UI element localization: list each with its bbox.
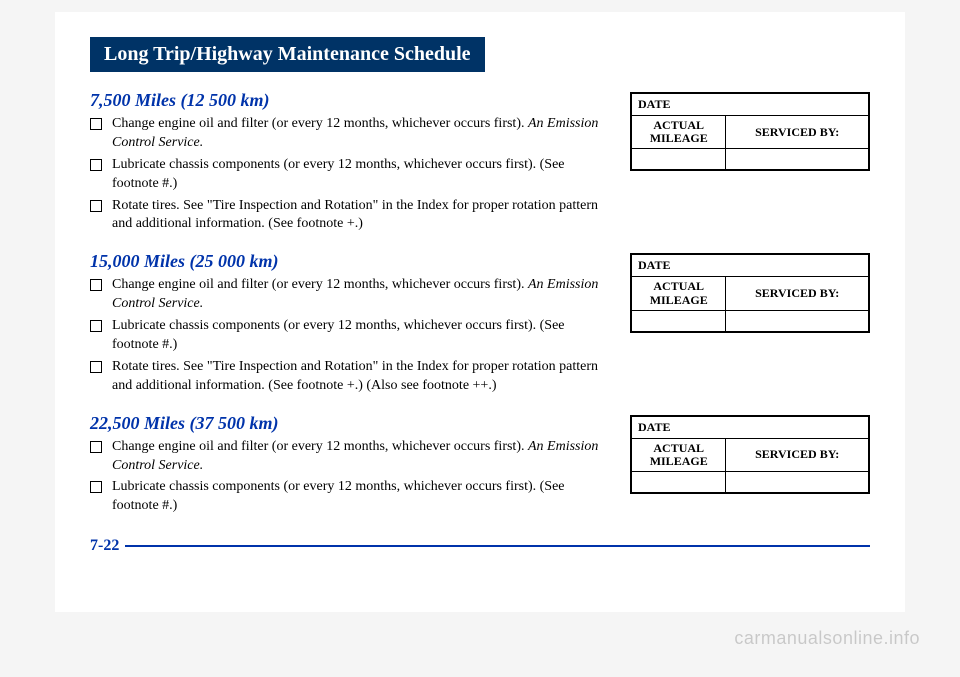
date-label: DATE bbox=[632, 417, 868, 439]
checklist-item: Change engine oil and filter (or every 1… bbox=[90, 276, 600, 314]
serviced-by-label: SERVICED BY: bbox=[726, 116, 868, 148]
section-heading: 7,500 Miles (12 500 km) bbox=[90, 90, 600, 111]
item-text: Change engine oil and filter (or every 1… bbox=[112, 116, 524, 131]
record-data-row bbox=[632, 472, 868, 492]
watermark-text: carmanualsonline.info bbox=[734, 628, 920, 649]
serviced-by-label: SERVICED BY: bbox=[726, 439, 868, 471]
mileage-label: ACTUAL MILEAGE bbox=[632, 116, 726, 148]
item-text: Change engine oil and filter (or every 1… bbox=[112, 277, 524, 292]
maintenance-row: 15,000 Miles (25 000 km) Change engine o… bbox=[90, 251, 870, 398]
item-text: Lubricate chassis components (or every 1… bbox=[112, 479, 565, 513]
maintenance-row: 7,500 Miles (12 500 km) Change engine oi… bbox=[90, 90, 870, 237]
record-data-row bbox=[632, 149, 868, 169]
date-label: DATE bbox=[632, 94, 868, 116]
serviced-cell bbox=[726, 472, 868, 492]
page-title-bar: Long Trip/Highway Maintenance Schedule bbox=[90, 37, 485, 72]
section-heading: 22,500 Miles (37 500 km) bbox=[90, 413, 600, 434]
mileage-label: ACTUAL MILEAGE bbox=[632, 277, 726, 309]
checklist-item: Change engine oil and filter (or every 1… bbox=[90, 115, 600, 153]
date-label: DATE bbox=[632, 255, 868, 277]
checklist-item: Lubricate chassis components (or every 1… bbox=[90, 317, 600, 355]
service-record-box: DATE ACTUAL MILEAGE SERVICED BY: bbox=[630, 92, 870, 171]
maintenance-section: 15,000 Miles (25 000 km) Change engine o… bbox=[90, 251, 600, 398]
record-header-row: ACTUAL MILEAGE SERVICED BY: bbox=[632, 439, 868, 472]
checklist: Change engine oil and filter (or every 1… bbox=[90, 276, 600, 395]
mileage-cell bbox=[632, 311, 726, 331]
mileage-label: ACTUAL MILEAGE bbox=[632, 439, 726, 471]
checklist-item: Lubricate chassis components (or every 1… bbox=[90, 478, 600, 516]
record-data-row bbox=[632, 311, 868, 331]
record-header-row: ACTUAL MILEAGE SERVICED BY: bbox=[632, 116, 868, 149]
footer-rule bbox=[125, 545, 870, 547]
mileage-cell bbox=[632, 472, 726, 492]
item-text: Change engine oil and filter (or every 1… bbox=[112, 439, 524, 454]
item-text: Rotate tires. See "Tire Inspection and R… bbox=[112, 359, 598, 393]
page-title: Long Trip/Highway Maintenance Schedule bbox=[104, 43, 471, 65]
page-number: 7-22 bbox=[90, 537, 119, 555]
serviced-cell bbox=[726, 311, 868, 331]
checklist: Change engine oil and filter (or every 1… bbox=[90, 438, 600, 517]
serviced-by-label: SERVICED BY: bbox=[726, 277, 868, 309]
checklist-item: Rotate tires. See "Tire Inspection and R… bbox=[90, 197, 600, 235]
checklist-item: Lubricate chassis components (or every 1… bbox=[90, 156, 600, 194]
mileage-cell bbox=[632, 149, 726, 169]
maintenance-row: 22,500 Miles (37 500 km) Change engine o… bbox=[90, 413, 870, 520]
page-footer: 7-22 bbox=[90, 537, 870, 555]
record-header-row: ACTUAL MILEAGE SERVICED BY: bbox=[632, 277, 868, 310]
maintenance-section: 7,500 Miles (12 500 km) Change engine oi… bbox=[90, 90, 600, 237]
item-text: Lubricate chassis components (or every 1… bbox=[112, 318, 565, 352]
checklist-item: Rotate tires. See "Tire Inspection and R… bbox=[90, 358, 600, 396]
document-page: Long Trip/Highway Maintenance Schedule 7… bbox=[55, 12, 905, 612]
maintenance-section: 22,500 Miles (37 500 km) Change engine o… bbox=[90, 413, 600, 520]
service-record-box: DATE ACTUAL MILEAGE SERVICED BY: bbox=[630, 253, 870, 332]
checklist-item: Change engine oil and filter (or every 1… bbox=[90, 438, 600, 476]
section-heading: 15,000 Miles (25 000 km) bbox=[90, 251, 600, 272]
item-text: Lubricate chassis components (or every 1… bbox=[112, 157, 565, 191]
serviced-cell bbox=[726, 149, 868, 169]
service-record-box: DATE ACTUAL MILEAGE SERVICED BY: bbox=[630, 415, 870, 494]
checklist: Change engine oil and filter (or every 1… bbox=[90, 115, 600, 234]
item-text: Rotate tires. See "Tire Inspection and R… bbox=[112, 198, 598, 232]
